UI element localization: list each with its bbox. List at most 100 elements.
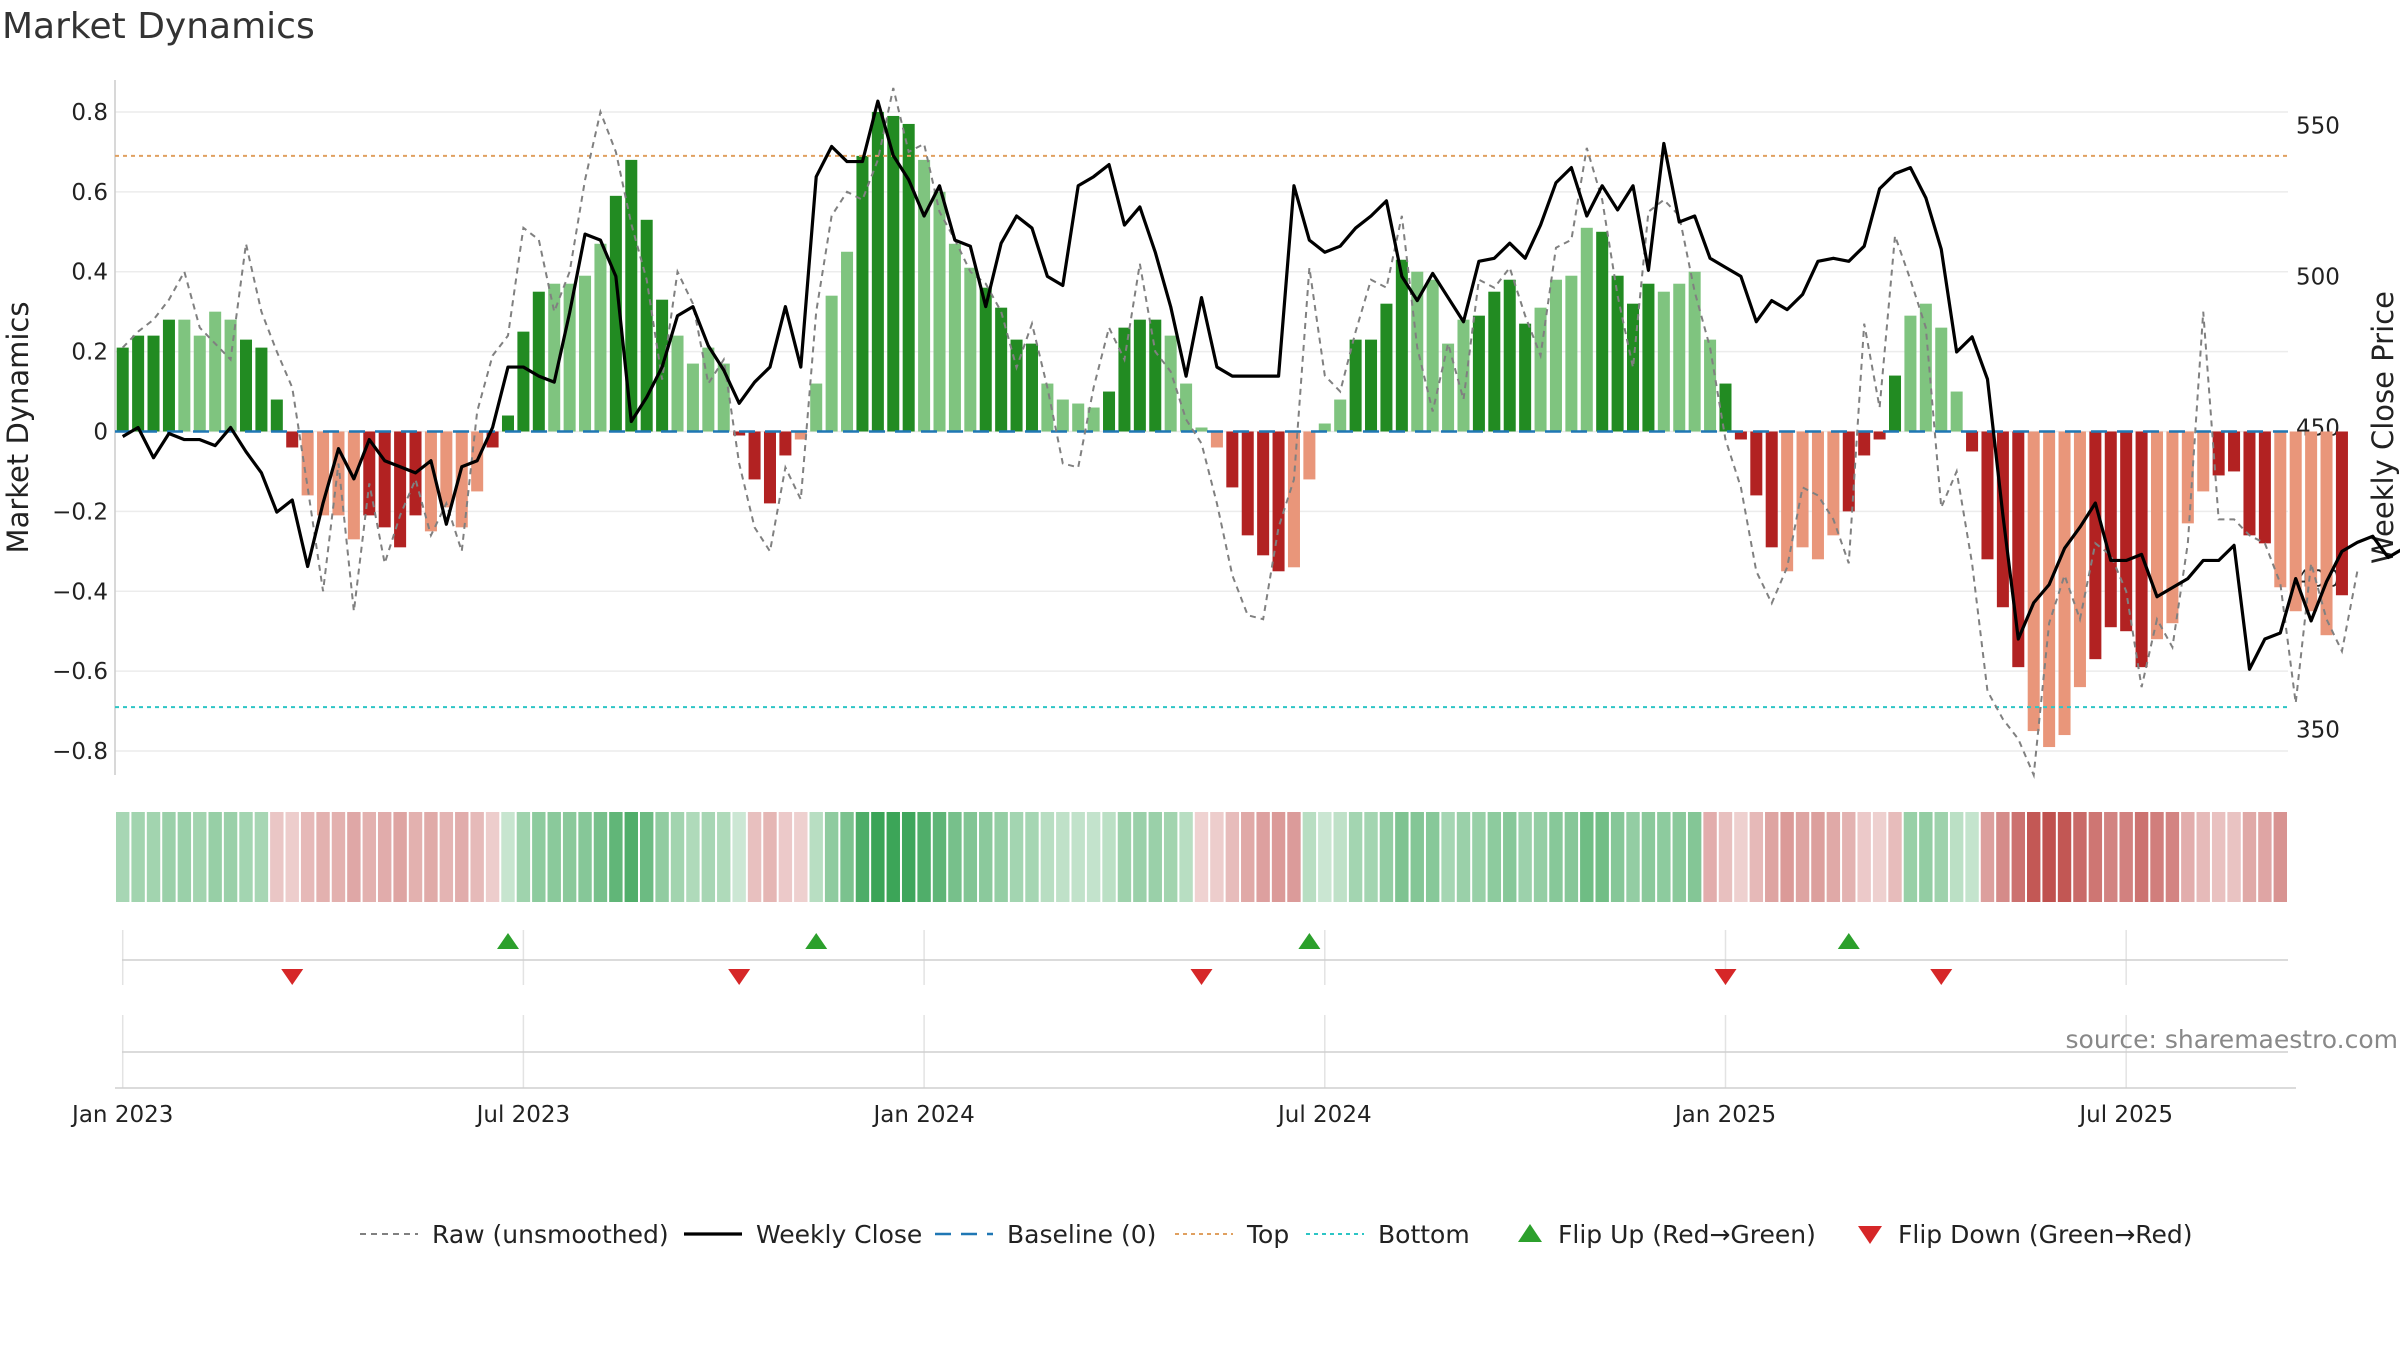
strip-cell [1580, 812, 1594, 902]
dynamics-bar [1781, 431, 1794, 572]
strip-cell [578, 812, 592, 902]
dynamics-bar [1734, 431, 1747, 440]
strip-cell [501, 812, 515, 902]
strip-cell [1687, 812, 1702, 902]
dynamics-bar [548, 283, 561, 432]
dynamics-bar [2181, 431, 2194, 524]
dynamics-bar [1010, 339, 1023, 432]
dynamics-bar [178, 319, 191, 432]
weekly-close-line [121, 99, 2400, 671]
dynamics-bar [2120, 431, 2133, 632]
dynamics-bar [532, 291, 545, 432]
strip-cell [1980, 812, 1995, 902]
legend-label: Top [1246, 1220, 1289, 1249]
dynamics-bar [2043, 431, 2056, 748]
dynamics-bar [2197, 431, 2210, 492]
x-tick-label: Jan 2023 [70, 1102, 173, 1128]
flip-down-marker [1930, 969, 1953, 985]
strip-cell [1718, 812, 1733, 902]
dynamics-bar [748, 431, 761, 480]
strip-cell [1610, 812, 1625, 902]
strip-cell [994, 812, 1008, 902]
y-tick-label: 0.4 [71, 260, 108, 286]
strip-cell [1163, 812, 1178, 902]
flip-up-marker [805, 933, 828, 949]
strip-cell [532, 812, 546, 902]
dynamics-bar [763, 431, 776, 504]
dynamics-bar [902, 123, 915, 432]
x-tick-label: Jul 2023 [475, 1102, 571, 1128]
y2-tick-label: 500 [2296, 264, 2340, 290]
strip-cell [824, 812, 839, 902]
strip-cell [1672, 812, 1686, 902]
dynamics-bar [1549, 279, 1562, 432]
strip-cell [1194, 812, 1209, 902]
strip-cell [1071, 812, 1085, 902]
strip-cell [1749, 812, 1764, 902]
dynamics-bar [2243, 431, 2256, 536]
strip-cell [516, 812, 531, 902]
strip-cell [223, 812, 238, 902]
strip-cell [1734, 812, 1748, 902]
strip-cell [177, 812, 192, 902]
dynamics-bar [2089, 431, 2102, 660]
y2-axis-label: Weekly Close Price [2366, 291, 2400, 564]
strip-cell [1102, 812, 1116, 902]
strip-cell [917, 812, 931, 902]
x-tick-label: Jan 2025 [1673, 1102, 1776, 1128]
strip-cell [331, 812, 346, 902]
strip-cell [901, 812, 916, 902]
y-tick-label: 0.6 [71, 180, 108, 206]
strip-cell [1441, 812, 1455, 902]
raw-series-line [121, 87, 2359, 779]
strip-cell [547, 812, 561, 902]
strip-cell [1934, 812, 1948, 902]
strip-cell [871, 812, 885, 902]
dynamics-bar [1395, 259, 1408, 432]
strip-cell [1903, 812, 1918, 902]
legend-label: Raw (unsmoothed) [432, 1220, 669, 1249]
dynamics-bar [440, 431, 453, 508]
strip-cell [1626, 812, 1640, 902]
flip-down-marker [728, 969, 751, 985]
strip-cell [1657, 812, 1671, 902]
dynamics-bar [424, 431, 437, 532]
dynamics-bar [995, 307, 1008, 432]
dynamics-bar [1596, 231, 1609, 432]
dynamics-bar [1673, 283, 1686, 432]
dynamics-bar [871, 111, 884, 432]
strip-cell [1533, 812, 1548, 902]
strip-cell [2134, 812, 2149, 902]
strip-cell [809, 812, 823, 902]
strip-cell [1795, 812, 1810, 902]
legend-flip-up-icon [1518, 1224, 1542, 1242]
dynamics-bar [825, 295, 838, 432]
dynamics-bar [239, 339, 253, 432]
dynamics-bar [2073, 431, 2086, 688]
strip-cell [1302, 812, 1317, 902]
dynamics-bar [1842, 431, 1855, 512]
strip-cell [2165, 812, 2180, 902]
strip-cell [1379, 812, 1394, 902]
y-tick-label: 0.8 [71, 100, 108, 126]
strip-cell [609, 812, 623, 902]
dynamics-bar [1349, 339, 1362, 432]
strip-cell [1287, 812, 1301, 902]
dynamics-bar [2212, 431, 2225, 476]
dynamics-bar [132, 335, 145, 432]
chart-title: Market Dynamics [2, 6, 315, 47]
dynamics-bar [347, 431, 360, 540]
strip-cell [1703, 812, 1717, 902]
dynamics-bar [1472, 315, 1485, 432]
strip-cell [1117, 812, 1132, 902]
strip-cell [1133, 812, 1147, 902]
strip-cell [1919, 812, 1933, 902]
strip-cell [1395, 812, 1409, 902]
dynamics-bar [1426, 279, 1439, 432]
strip-cell [639, 812, 654, 902]
strip-cell [1241, 812, 1255, 902]
dynamics-bar [1072, 403, 1085, 432]
strip-cell [1040, 812, 1055, 902]
y-tick-label: 0.2 [71, 340, 108, 366]
